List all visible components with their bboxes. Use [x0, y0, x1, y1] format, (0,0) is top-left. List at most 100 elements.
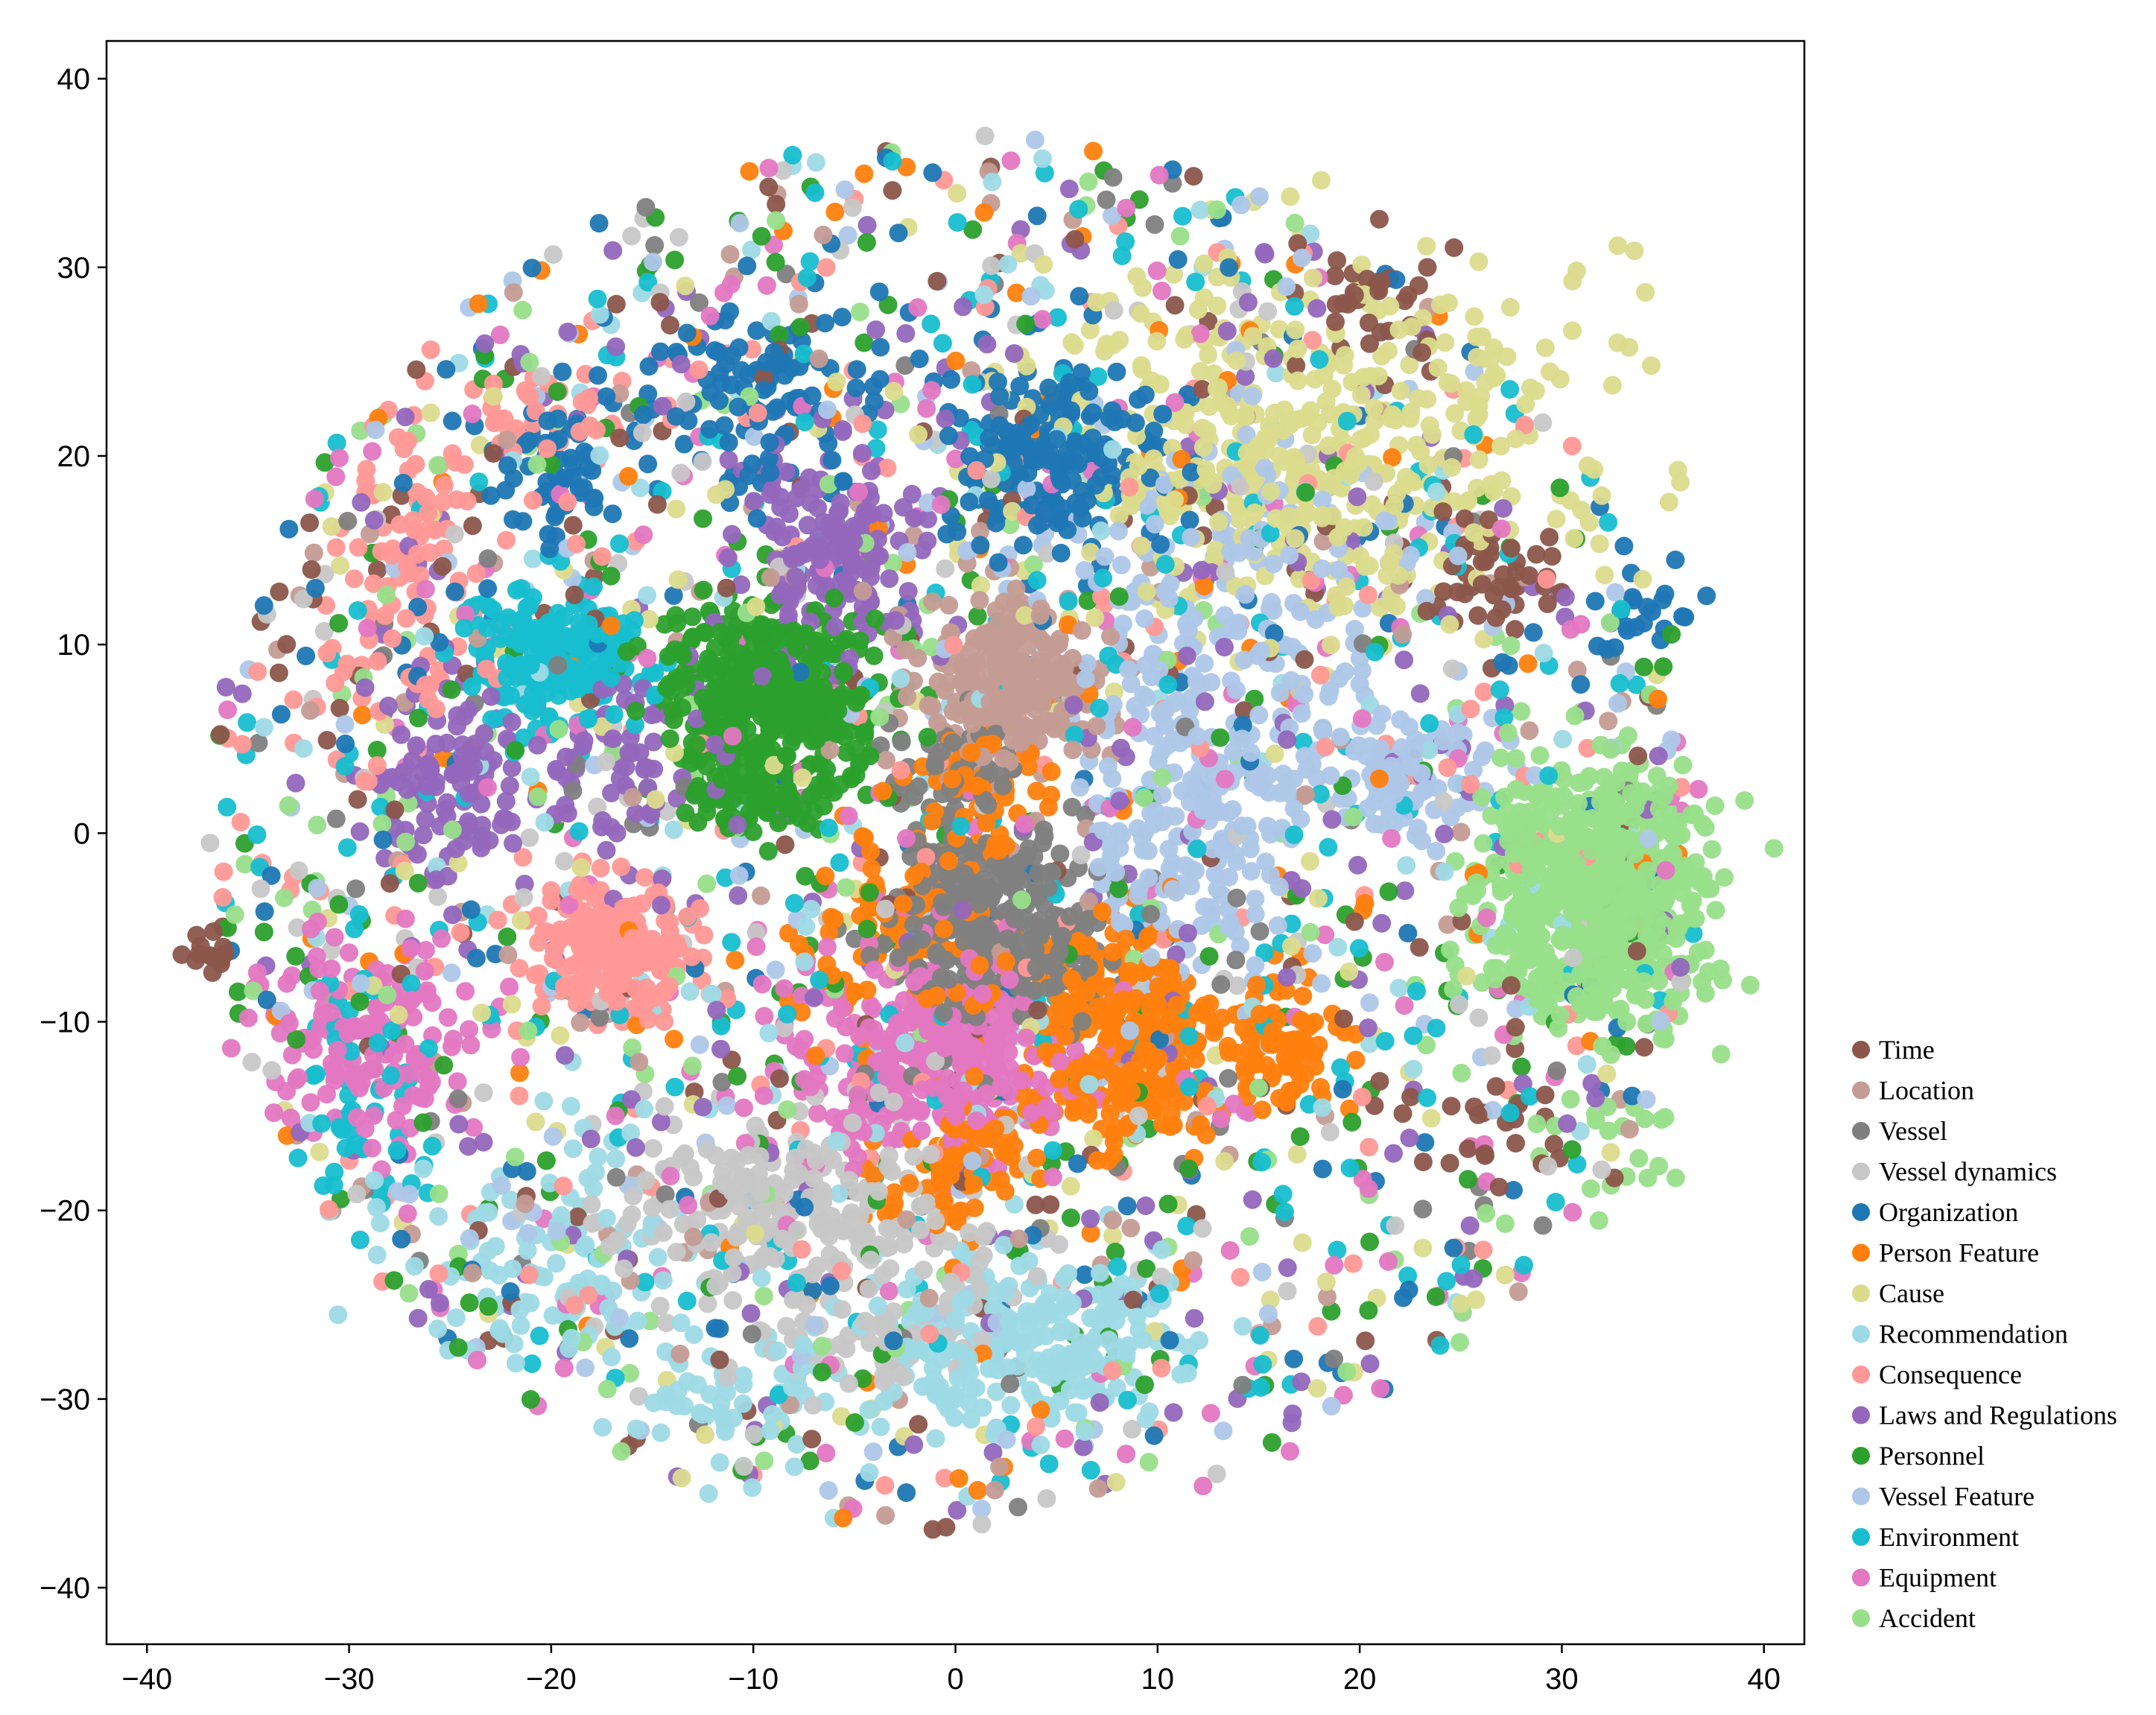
scatter-point — [606, 294, 626, 314]
scatter-point — [1038, 544, 1057, 563]
scatter-point — [1541, 362, 1559, 381]
scatter-point — [1284, 1349, 1304, 1369]
scatter-point — [561, 448, 580, 468]
scatter-point — [1014, 536, 1033, 555]
scatter-point — [883, 181, 902, 200]
scatter-point — [1654, 944, 1673, 963]
scatter-point — [1345, 912, 1364, 931]
scatter-point — [478, 549, 498, 568]
scatter-point — [1515, 1255, 1533, 1275]
scatter-point — [1360, 1034, 1379, 1053]
scatter-point — [1186, 861, 1205, 881]
scatter-point — [446, 1308, 466, 1328]
scatter-point — [1527, 1115, 1547, 1134]
scatter-point — [1582, 1074, 1602, 1093]
scatter-point — [591, 858, 610, 878]
scatter-point — [1152, 1358, 1171, 1378]
scatter-point — [1625, 241, 1644, 261]
scatter-point — [1103, 1226, 1123, 1246]
scatter-point — [864, 646, 884, 665]
scatter-point — [442, 963, 461, 983]
scatter-point — [975, 127, 995, 145]
scatter-point — [1211, 975, 1231, 994]
scatter-point — [1098, 757, 1117, 776]
scatter-point — [507, 580, 526, 600]
scatter-point — [1107, 362, 1126, 381]
scatter-point — [796, 866, 815, 886]
scatter-point — [1104, 301, 1123, 320]
scatter-point — [864, 1166, 884, 1185]
scatter-point — [281, 1109, 300, 1128]
scatter-point — [1207, 1464, 1226, 1483]
scatter-point — [325, 928, 344, 947]
scatter-point — [1431, 295, 1450, 314]
scatter-point — [789, 934, 808, 954]
scatter-point — [1520, 721, 1539, 741]
scatter-point — [1233, 1316, 1252, 1336]
scatter-point — [1018, 757, 1038, 776]
scatter-point — [413, 1159, 433, 1179]
scatter-point — [1241, 862, 1261, 881]
scatter-point — [1764, 839, 1784, 858]
scatter-point — [510, 1086, 529, 1106]
scatter-point — [776, 835, 795, 855]
scatter-point — [855, 333, 874, 352]
scatter-point — [448, 1072, 467, 1091]
scatter-point — [693, 452, 712, 472]
scatter-point — [729, 886, 748, 905]
scatter-point — [865, 392, 884, 411]
scatter-point — [926, 1429, 945, 1448]
scatter-point — [942, 370, 961, 389]
scatter-point — [1127, 426, 1147, 446]
scatter-point — [892, 732, 911, 752]
scatter-point — [1135, 788, 1154, 808]
scatter-point — [1220, 1241, 1240, 1260]
scatter-point — [314, 621, 334, 641]
scatter-point — [1219, 526, 1238, 545]
scatter-point — [860, 1400, 880, 1419]
scatter-point — [1444, 980, 1463, 999]
scatter-point — [597, 387, 616, 406]
scatter-point — [1071, 846, 1091, 865]
scatter-point — [214, 862, 233, 881]
scatter-point — [428, 887, 447, 906]
scatter-point — [651, 1112, 670, 1132]
scatter-point — [1322, 1302, 1341, 1321]
scatter-point — [742, 241, 761, 259]
scatter-point — [315, 453, 335, 472]
scatter-point — [963, 220, 983, 239]
scatter-point — [758, 842, 778, 861]
scatter-point — [643, 1198, 662, 1217]
scatter-point — [1131, 304, 1150, 323]
scatter-point — [1282, 914, 1301, 933]
scatter-point — [1337, 577, 1356, 596]
scatter-point — [1617, 617, 1636, 636]
scatter-point — [1190, 324, 1210, 343]
scatter-point — [317, 731, 337, 750]
scatter-point — [732, 575, 751, 595]
scatter-point — [977, 814, 996, 833]
scatter-point — [638, 586, 657, 605]
scatter-point — [504, 283, 523, 302]
scatter-point — [1335, 346, 1354, 365]
scatter-point — [1396, 468, 1415, 486]
scatter-point — [783, 145, 802, 165]
scatter-point — [430, 1293, 449, 1313]
scatter-point — [1070, 287, 1089, 306]
scatter-point — [1170, 226, 1190, 246]
scatter-point — [1025, 130, 1044, 150]
scatter-point — [326, 809, 346, 828]
scatter-point — [542, 881, 561, 900]
scatter-point — [1024, 555, 1043, 574]
scatter-point — [923, 163, 942, 183]
scatter-point — [522, 1354, 542, 1373]
scatter-point — [488, 910, 507, 930]
points-layer — [172, 127, 1784, 1539]
scatter-point — [350, 1230, 370, 1249]
scatter-point — [308, 815, 327, 834]
scatter-point — [696, 1425, 714, 1445]
scatter-point — [1500, 298, 1520, 317]
scatter-point — [1538, 1156, 1558, 1176]
scatter-point — [1467, 327, 1486, 346]
scatter-point — [648, 1248, 668, 1267]
